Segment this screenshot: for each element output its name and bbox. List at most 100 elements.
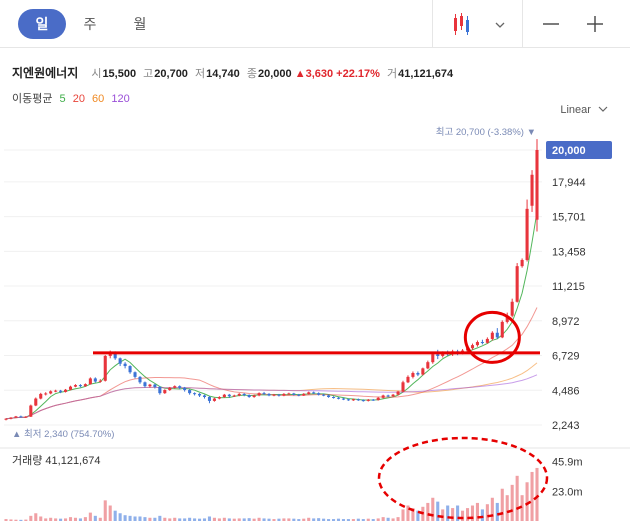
last-price-badge	[546, 141, 612, 159]
high-annotation: 최고 20,700 (-3.38%) ▼	[436, 127, 536, 138]
volume-bar	[500, 488, 504, 521]
zoom-in-button[interactable]	[580, 8, 610, 40]
volume-bar	[49, 517, 53, 521]
chart-toolbar: 일 주 월	[0, 0, 630, 48]
tab-daily[interactable]: 일	[18, 9, 66, 39]
candle-body	[366, 399, 370, 401]
volume-bar	[9, 519, 13, 521]
volume-bar	[282, 518, 286, 521]
volume-bar	[361, 519, 365, 521]
candle-body	[44, 393, 48, 395]
volume-bar	[490, 497, 494, 521]
candle-body	[500, 321, 504, 338]
volume-bar	[272, 519, 276, 521]
y-tick-label: 2,243	[552, 420, 580, 432]
candle-body	[93, 378, 97, 382]
volume-bar	[222, 517, 226, 521]
chart-type-button[interactable]	[448, 8, 506, 40]
candle-body	[118, 358, 122, 364]
candle-body	[173, 386, 177, 388]
volume-bar	[163, 517, 167, 521]
candle-body	[193, 393, 197, 395]
tab-monthly[interactable]: 월	[133, 16, 147, 32]
volume-bar	[510, 484, 514, 521]
candle-body	[287, 393, 291, 395]
ma-5-label[interactable]: 5	[59, 93, 66, 105]
volume-bar	[98, 517, 102, 521]
candle-body	[426, 362, 430, 369]
volume-bar	[193, 518, 197, 521]
candle-body	[406, 376, 410, 383]
volume-bar	[341, 519, 345, 521]
candle-body	[163, 390, 167, 394]
y-tick-label: 6,729	[552, 351, 580, 363]
high-value: 20,700	[154, 68, 188, 80]
volume-bar	[302, 518, 306, 521]
chevron-down-icon	[598, 106, 608, 112]
candle-body	[103, 355, 107, 381]
candle-body	[391, 394, 395, 397]
volume-bar	[465, 508, 470, 521]
volume-bar	[188, 517, 192, 521]
candle-body	[68, 386, 73, 390]
low-annotation: ▲ 최저 2,340 (754.70%)	[12, 429, 114, 440]
volume-bar	[34, 513, 38, 521]
candle-body	[133, 372, 137, 377]
candle-body	[9, 417, 13, 419]
candle-body	[183, 387, 187, 391]
volume-bar	[183, 518, 187, 521]
volume-bar	[73, 517, 78, 521]
volume-value: 41,121,674	[398, 68, 454, 80]
volume-bar	[495, 502, 499, 521]
candle-body	[267, 393, 271, 396]
volume-bar	[366, 518, 370, 521]
volume-bar	[485, 504, 489, 521]
candle-body	[64, 389, 68, 392]
volume-bar	[39, 516, 43, 521]
volume-label: 거	[386, 68, 398, 80]
candle-body	[327, 395, 331, 398]
moving-average-legend: 이동평균 5 20 60 120	[12, 90, 134, 106]
candle-body	[222, 394, 226, 398]
candle-body	[232, 395, 236, 397]
volume-bar	[451, 508, 455, 521]
candle-body	[411, 373, 415, 377]
volume-bar	[232, 518, 236, 521]
candle-body	[188, 390, 192, 394]
volume-bar	[381, 517, 385, 521]
candle-body	[277, 394, 281, 396]
candle-body	[371, 399, 375, 401]
zoom-out-button[interactable]	[536, 8, 566, 40]
candle-body	[198, 393, 202, 396]
volume-bar	[123, 515, 127, 521]
ma-120-label[interactable]: 120	[111, 93, 130, 105]
close-label: 종	[246, 68, 257, 80]
candle-body	[212, 398, 216, 401]
candle-body	[4, 418, 8, 420]
volume-bar	[441, 509, 445, 521]
candle-body	[421, 368, 425, 375]
tab-weekly[interactable]: 주	[83, 16, 97, 32]
ma-60-label[interactable]: 60	[92, 93, 105, 105]
candle-body	[361, 400, 365, 402]
volume-bar	[312, 518, 316, 521]
volume-bar	[436, 501, 440, 521]
candle-body	[282, 393, 286, 396]
candle-body	[138, 376, 142, 383]
volume-bar	[207, 516, 212, 521]
candle-body	[490, 332, 494, 339]
volume-bar	[103, 500, 107, 521]
volume-bar	[327, 519, 331, 521]
scale-selector[interactable]: Linear	[560, 104, 608, 116]
open-label: 시	[91, 68, 102, 80]
volume-bar	[113, 510, 117, 521]
last-price-label: 20,000	[552, 145, 586, 157]
volume-bar	[535, 467, 539, 521]
candle-body	[495, 332, 499, 338]
volume-bar	[317, 518, 321, 521]
ma-20-label[interactable]: 20	[72, 93, 85, 105]
volume-bar	[346, 519, 350, 521]
candle-body	[530, 174, 534, 206]
volume-bar	[257, 517, 261, 521]
